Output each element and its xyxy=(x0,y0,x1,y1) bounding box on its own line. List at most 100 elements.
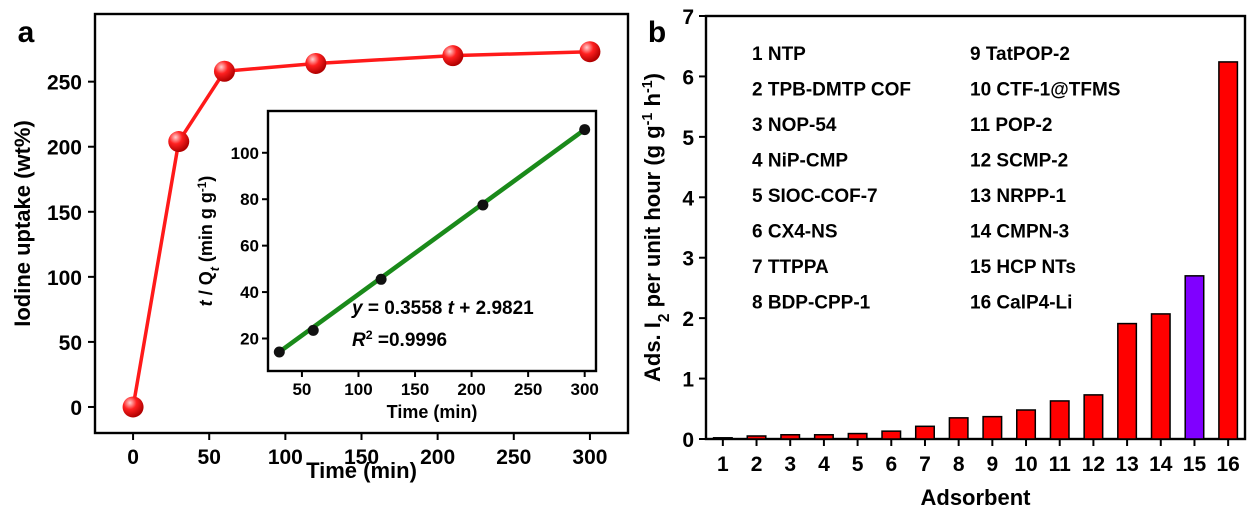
y-tick-label: 6 xyxy=(682,66,694,89)
inset-y-axis-label: t / Qt (min g g-1) xyxy=(196,176,223,307)
y-tick-label: 100 xyxy=(47,267,82,290)
y-tick-label: 0 xyxy=(70,397,82,420)
x-tick-label: 8 xyxy=(953,453,965,476)
y-tick-label: 7 xyxy=(682,6,694,29)
fit-equation-part: y xyxy=(351,298,364,319)
y-axis-label-part: ) xyxy=(640,73,665,80)
x-tick-label: 12 xyxy=(1082,453,1105,476)
legend-entry: 7 TTPPA xyxy=(752,257,829,278)
bar xyxy=(914,425,935,440)
bar xyxy=(1218,61,1239,440)
uptake-point xyxy=(122,396,144,418)
inset-x-tick-label: 250 xyxy=(514,380,542,399)
legend-entry: 10 CTF-1@TFMS xyxy=(970,80,1120,101)
x-axis-label: Time (min) xyxy=(306,458,417,483)
x-tick-label: 3 xyxy=(784,453,796,476)
x-tick-label: 11 xyxy=(1049,453,1072,476)
y-tick-label: 0 xyxy=(682,429,694,452)
x-tick-label: 250 xyxy=(496,446,531,469)
legend-entry: 4 NiP-CMP xyxy=(752,151,848,172)
uptake-point xyxy=(213,60,235,82)
x-axis-label: Adsorbent xyxy=(921,485,1032,510)
x-tick-label: 7 xyxy=(919,453,931,476)
bar xyxy=(746,435,767,440)
inset-y-tick-label: 20 xyxy=(240,330,259,349)
bar xyxy=(813,434,834,440)
x-tick-label: 0 xyxy=(127,446,139,469)
y-tick-label: 250 xyxy=(47,72,82,95)
legend-entry: 6 CX4-NS xyxy=(752,222,838,243)
inset-x-axis-label: Time (min) xyxy=(387,402,478,422)
y-tick-label: 50 xyxy=(59,332,82,355)
bar xyxy=(847,432,868,440)
bar xyxy=(1083,394,1104,440)
legend-entry: 12 SCMP-2 xyxy=(970,151,1068,172)
x-tick-label: 14 xyxy=(1149,453,1173,476)
bar xyxy=(1049,400,1070,440)
y-axis-label-part: -1 xyxy=(640,80,656,93)
inset-x-tick-label: 50 xyxy=(292,380,311,399)
uptake-point xyxy=(305,52,327,74)
bar xyxy=(780,434,801,440)
inset-y-axis-label-part: -1 xyxy=(196,181,209,192)
inset-y-axis-label-part: (min g g xyxy=(196,192,216,267)
legend-entry: 1 NTP xyxy=(752,44,806,65)
inset-y-tick-label: 80 xyxy=(240,190,259,209)
legend-entry: 5 SIOC-COF-7 xyxy=(752,186,878,207)
x-tick-label: 2 xyxy=(751,453,763,476)
x-tick-label: 100 xyxy=(268,446,303,469)
y-tick-label: 3 xyxy=(682,248,694,271)
y-axis-label-part: Ads. I xyxy=(640,322,665,382)
x-tick-label: 150 xyxy=(344,446,379,469)
bar xyxy=(1016,409,1037,440)
bar xyxy=(1184,275,1205,440)
legend-entry: 14 CMPN-3 xyxy=(970,222,1069,243)
inset-point xyxy=(307,324,319,336)
y-tick-label: 150 xyxy=(47,202,82,225)
x-tick-label: 1 xyxy=(717,453,729,476)
uptake-line xyxy=(131,49,590,408)
x-tick-label: 300 xyxy=(572,446,607,469)
y-axis-label-part: 2 xyxy=(656,314,673,323)
y-tick-label: 1 xyxy=(682,369,694,392)
fit-equation-part: = 0.3558 xyxy=(363,298,448,319)
inset-y-axis-label-part: ) xyxy=(196,176,216,182)
uptake-point xyxy=(442,45,464,67)
fit-r-squared-part: 2 xyxy=(366,328,373,342)
x-tick-label: 50 xyxy=(198,446,221,469)
inset-x-tick-label: 200 xyxy=(457,380,485,399)
bar xyxy=(1150,313,1171,440)
inset-point xyxy=(477,199,489,211)
inset-y-axis-label-part: t xyxy=(196,299,216,306)
y-axis-label: Iodine uptake (wt%) xyxy=(10,120,35,327)
inset-point xyxy=(375,273,387,285)
legend-entry: 3 NOP-54 xyxy=(752,115,837,136)
x-tick-label: 10 xyxy=(1014,453,1037,476)
legend-entry: 15 HCP NTs xyxy=(970,257,1076,278)
legend-entry: 8 BDP-CPP-1 xyxy=(752,293,871,314)
inset-point xyxy=(273,346,285,358)
legend-entry: 2 TPB-DMTP COF xyxy=(752,80,911,101)
inset-y-tick-label: 60 xyxy=(240,237,259,256)
fit-equation-part: t xyxy=(448,298,455,319)
y-axis-label-part: per unit hour (g g xyxy=(640,125,665,313)
x-tick-label: 4 xyxy=(818,453,830,476)
panel-b-frame xyxy=(704,14,1247,441)
bar xyxy=(948,417,969,440)
legend-entry: 11 POP-2 xyxy=(970,115,1052,136)
x-tick-label: 5 xyxy=(852,453,864,476)
uptake-point xyxy=(579,41,601,63)
inset-y-axis-label-part: t xyxy=(208,266,222,271)
y-tick-label: 2 xyxy=(682,308,694,331)
y-axis-label-part: -1 xyxy=(640,113,656,126)
inset-x-tick-label: 100 xyxy=(344,380,372,399)
fit-r-squared-part: R xyxy=(352,330,366,351)
inset-y-tick-label: 40 xyxy=(240,283,259,302)
x-tick-label: 6 xyxy=(885,453,897,476)
bar xyxy=(1117,322,1138,440)
panel-a-letter: a xyxy=(18,16,35,49)
legend-entry: 9 TatPOP-2 xyxy=(970,44,1070,65)
